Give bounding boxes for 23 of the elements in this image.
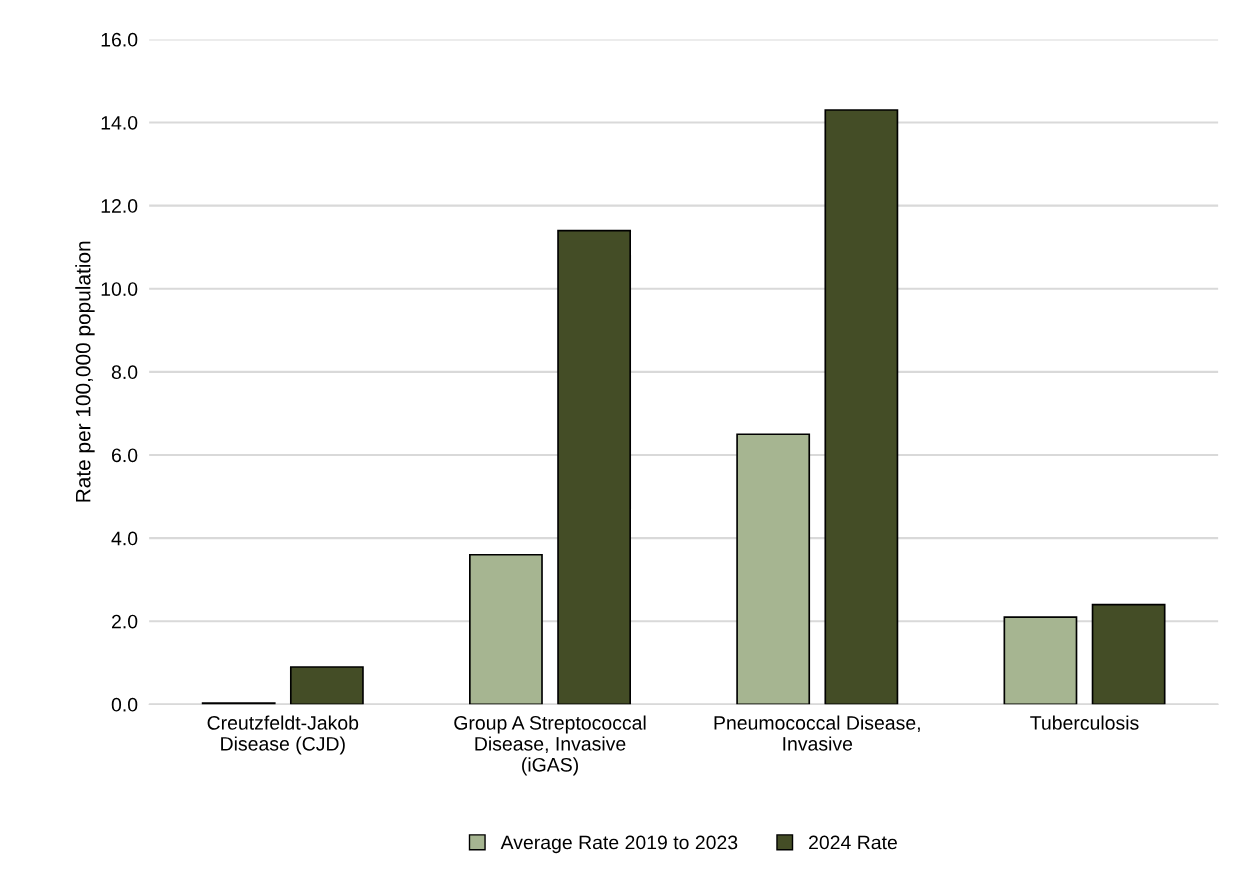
y-tick-label: 6.0 xyxy=(112,448,138,463)
x-tick-label: Pneumococcal Disease, Invasive xyxy=(714,715,920,751)
y-tick-label: 8.0 xyxy=(111,365,138,380)
bar xyxy=(289,666,364,705)
y-tick-label: 12.0 xyxy=(101,199,138,213)
bar xyxy=(736,433,811,705)
y-tick-label: 16.0 xyxy=(101,32,138,47)
x-tick-label: Tuberculosis xyxy=(1030,715,1139,730)
legend-label: 2024 Rate xyxy=(809,835,897,850)
y-axis-title: Rate per 100,000 population xyxy=(75,241,95,502)
legend-label: Average Rate 2019 to 2023 xyxy=(500,835,738,854)
y-tick-label: 2.0 xyxy=(112,614,138,629)
y-tick-label: 14.0 xyxy=(101,115,138,130)
bar xyxy=(557,229,632,705)
bar xyxy=(469,553,543,705)
x-tick-label: Group A Streptococcal Disease, Invasive (iGAS) xyxy=(454,715,646,776)
x-tick-label: Creutzfeldt-Jakob Disease (CJD) xyxy=(207,715,359,755)
y-tick-label: 10.0 xyxy=(101,282,138,296)
bar xyxy=(824,109,899,705)
y-tick-label: 4.0 xyxy=(111,531,138,546)
bar xyxy=(1091,603,1166,705)
bar xyxy=(1003,616,1078,705)
y-tick-label: 0.0 xyxy=(111,697,138,712)
